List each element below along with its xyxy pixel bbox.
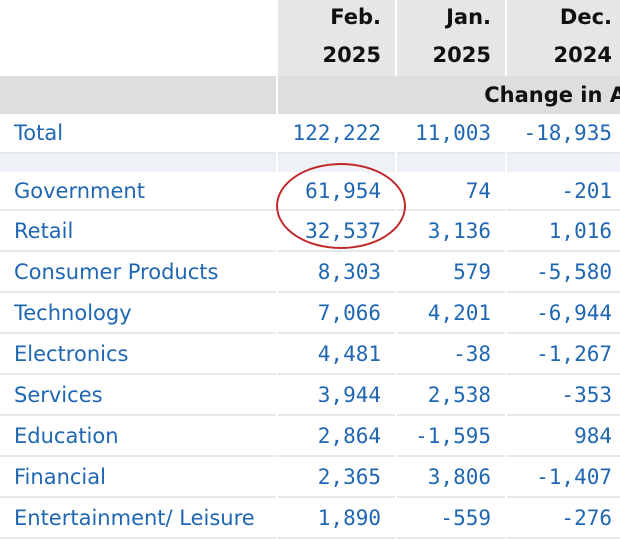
row-value: 3,944 (278, 375, 395, 416)
row-value: 3,136 (397, 211, 505, 252)
row-value: 1,890 (278, 498, 395, 539)
row-value: 4,481 (278, 334, 395, 375)
row-value: 579 (397, 252, 505, 293)
row-label: Entertainment/ Leisure (0, 498, 276, 539)
spacer (278, 154, 395, 172)
header-month-2: Jan. (397, 0, 505, 33)
row-value: -1,595 (397, 416, 505, 457)
row-label: Financial (0, 457, 276, 498)
row-value: 4,201 (397, 293, 505, 334)
row-value: 2,538 (397, 375, 505, 416)
total-value-jan: 11,003 (397, 114, 505, 154)
spacer (397, 154, 505, 172)
row-label: Retail (0, 211, 276, 252)
row-value: 2,365 (278, 457, 395, 498)
row-value: 3,806 (397, 457, 505, 498)
row-value: 32,537 (278, 211, 395, 252)
change-band-corner (0, 76, 276, 114)
header-month-1: Feb. (278, 0, 395, 33)
spacer (507, 154, 620, 172)
row-label: Services (0, 375, 276, 416)
row-value: 2,864 (278, 416, 395, 457)
header-year-3: 2024 (507, 33, 620, 76)
row-value: 7,066 (278, 293, 395, 334)
total-label: Total (0, 114, 276, 154)
row-value: -559 (397, 498, 505, 539)
row-value: -353 (507, 375, 620, 416)
row-value: 61,954 (278, 172, 395, 211)
header-year-1: 2025 (278, 33, 395, 76)
row-label: Consumer Products (0, 252, 276, 293)
row-label: Electronics (0, 334, 276, 375)
header-year-2: 2025 (397, 33, 505, 76)
header-corner-2 (0, 33, 276, 76)
header-month-3: Dec. (507, 0, 620, 33)
row-value: -1,267 (507, 334, 620, 375)
row-label: Education (0, 416, 276, 457)
row-value: -201 (507, 172, 620, 211)
spacer (0, 154, 276, 172)
header-corner (0, 0, 276, 33)
total-value-feb: 122,222 (278, 114, 395, 154)
change-label: Change in A (278, 76, 620, 114)
row-label: Technology (0, 293, 276, 334)
row-value: 74 (397, 172, 505, 211)
row-label: Government (0, 172, 276, 211)
row-value: -276 (507, 498, 620, 539)
row-value: -1,407 (507, 457, 620, 498)
total-value-dec: -18,935 (507, 114, 620, 154)
row-value: -5,580 (507, 252, 620, 293)
row-value: 8,303 (278, 252, 395, 293)
row-value: 984 (507, 416, 620, 457)
row-value: -38 (397, 334, 505, 375)
row-value: -6,944 (507, 293, 620, 334)
row-value: 1,016 (507, 211, 620, 252)
